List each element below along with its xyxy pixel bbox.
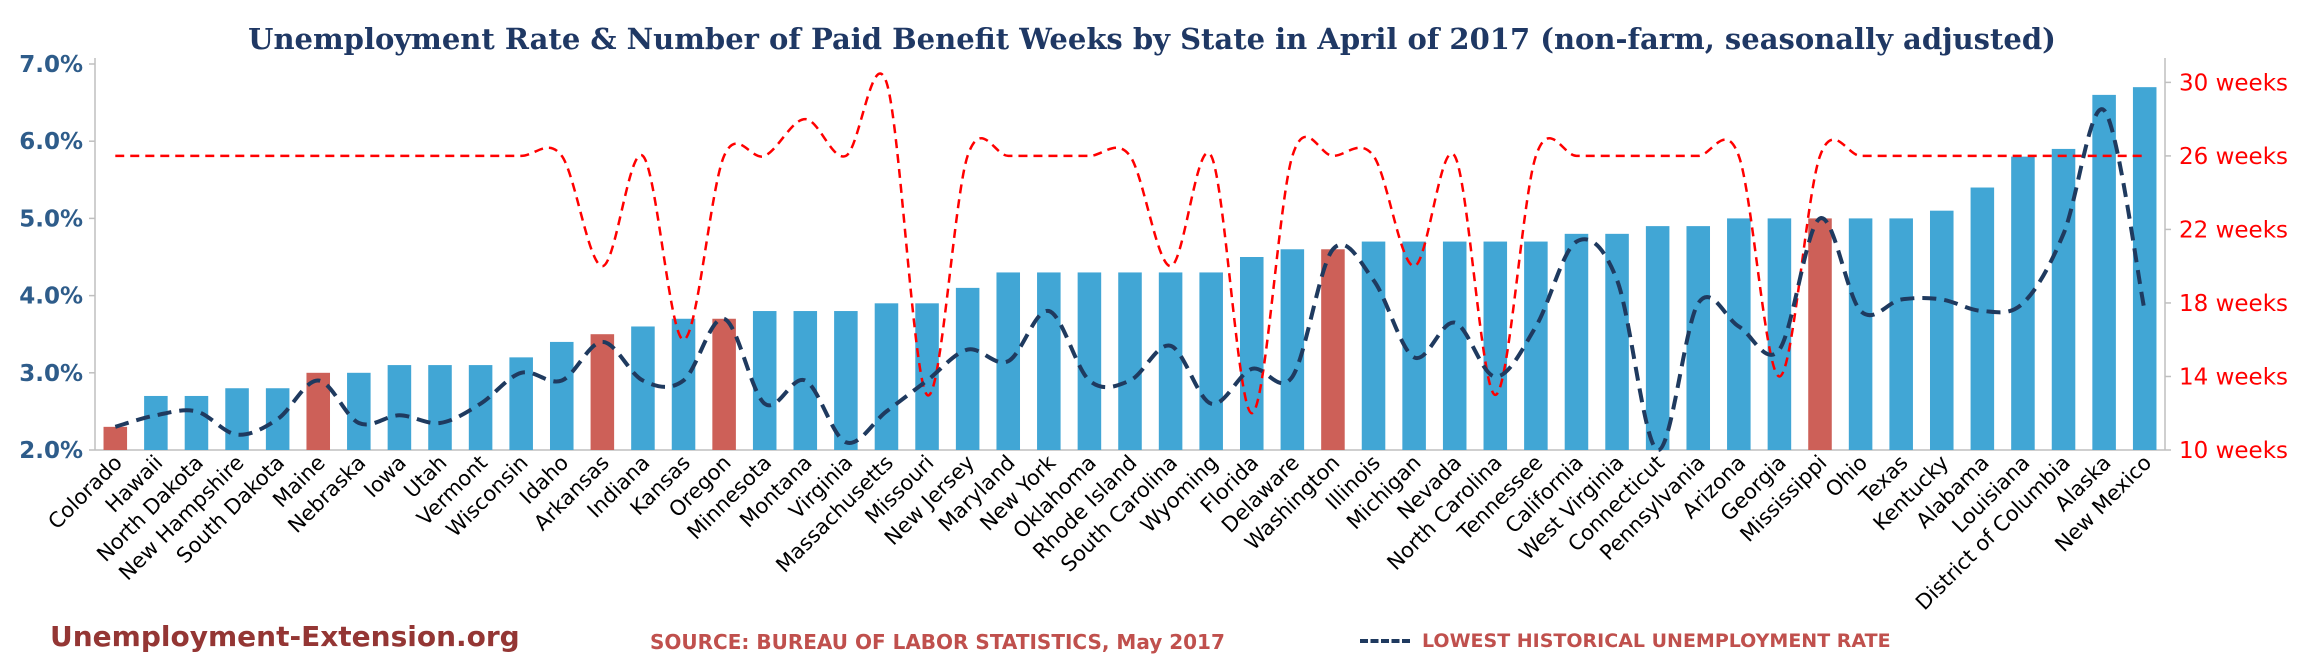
bar <box>874 303 899 450</box>
bar <box>265 388 290 450</box>
chart-title: Unemployment Rate & Number of Paid Benef… <box>248 22 2056 56</box>
bar <box>1727 218 1751 450</box>
bar <box>549 341 574 450</box>
bar <box>1848 218 1873 450</box>
left-tick-label: 4.0% <box>19 284 83 310</box>
bar <box>1564 233 1589 450</box>
right-tick-label: 18 weeks <box>2179 291 2288 317</box>
bar <box>1524 241 1548 450</box>
series-line-lowest-historical <box>114 107 2147 453</box>
bar <box>1686 226 1711 450</box>
bar <box>1118 272 1142 450</box>
bar <box>1361 241 1386 450</box>
bar <box>1442 241 1467 450</box>
legend-dashed-line-icon <box>1360 639 1410 643</box>
bar <box>955 287 980 450</box>
bar <box>834 311 858 450</box>
bar <box>428 365 452 450</box>
bar <box>2132 87 2157 450</box>
bar <box>306 372 331 450</box>
bar <box>468 365 493 450</box>
bar <box>1808 218 1832 450</box>
bar <box>1402 241 1426 450</box>
bar <box>1280 249 1305 450</box>
right-tick-label: 22 weeks <box>2179 217 2288 243</box>
bar <box>1970 187 1995 450</box>
left-tick-label: 6.0% <box>19 129 83 155</box>
bar <box>1929 210 1954 450</box>
bar <box>590 334 615 450</box>
bar <box>2011 156 2035 450</box>
left-tick-label: 7.0% <box>19 52 83 78</box>
bar <box>103 426 128 450</box>
bar <box>1605 233 1629 450</box>
right-tick-label: 14 weeks <box>2179 364 2288 390</box>
bar <box>2051 148 2076 451</box>
right-tick-label: 26 weeks <box>2179 144 2288 170</box>
bar <box>2092 94 2116 450</box>
right-tick-label: 30 weeks <box>2179 70 2288 96</box>
bar <box>1889 218 1913 450</box>
bar <box>631 326 655 450</box>
bar <box>1037 272 1061 450</box>
source-label: SOURCE: BUREAU OF LABOR STATISTICS, May … <box>650 630 1225 654</box>
bar <box>915 303 939 450</box>
bar <box>1158 272 1183 450</box>
bar <box>144 395 168 450</box>
brand-label[interactable]: Unemployment-Extension.org <box>50 620 520 653</box>
left-tick-label: 5.0% <box>19 206 83 232</box>
bar <box>1483 241 1508 450</box>
legend: LOWEST HISTORICAL UNEMPLOYMENT RATE <box>1360 630 1891 652</box>
bar <box>1239 257 1264 450</box>
legend-label: LOWEST HISTORICAL UNEMPLOYMENT RATE <box>1422 630 1891 652</box>
bar <box>1199 272 1223 450</box>
bar <box>671 318 696 450</box>
bar <box>1645 226 1670 450</box>
left-tick-label: 2.0% <box>19 438 83 464</box>
bar <box>712 318 736 450</box>
bar <box>1767 218 1792 450</box>
bar <box>347 372 371 450</box>
bar <box>387 365 412 450</box>
category-label: Iowa <box>359 451 411 503</box>
left-tick-label: 3.0% <box>19 361 83 387</box>
bar <box>184 395 209 450</box>
bar <box>752 311 777 450</box>
right-tick-label: 10 weeks <box>2179 438 2288 464</box>
bar <box>225 388 249 450</box>
bar <box>509 357 533 450</box>
bar <box>1077 272 1102 450</box>
bar <box>1321 249 1345 450</box>
